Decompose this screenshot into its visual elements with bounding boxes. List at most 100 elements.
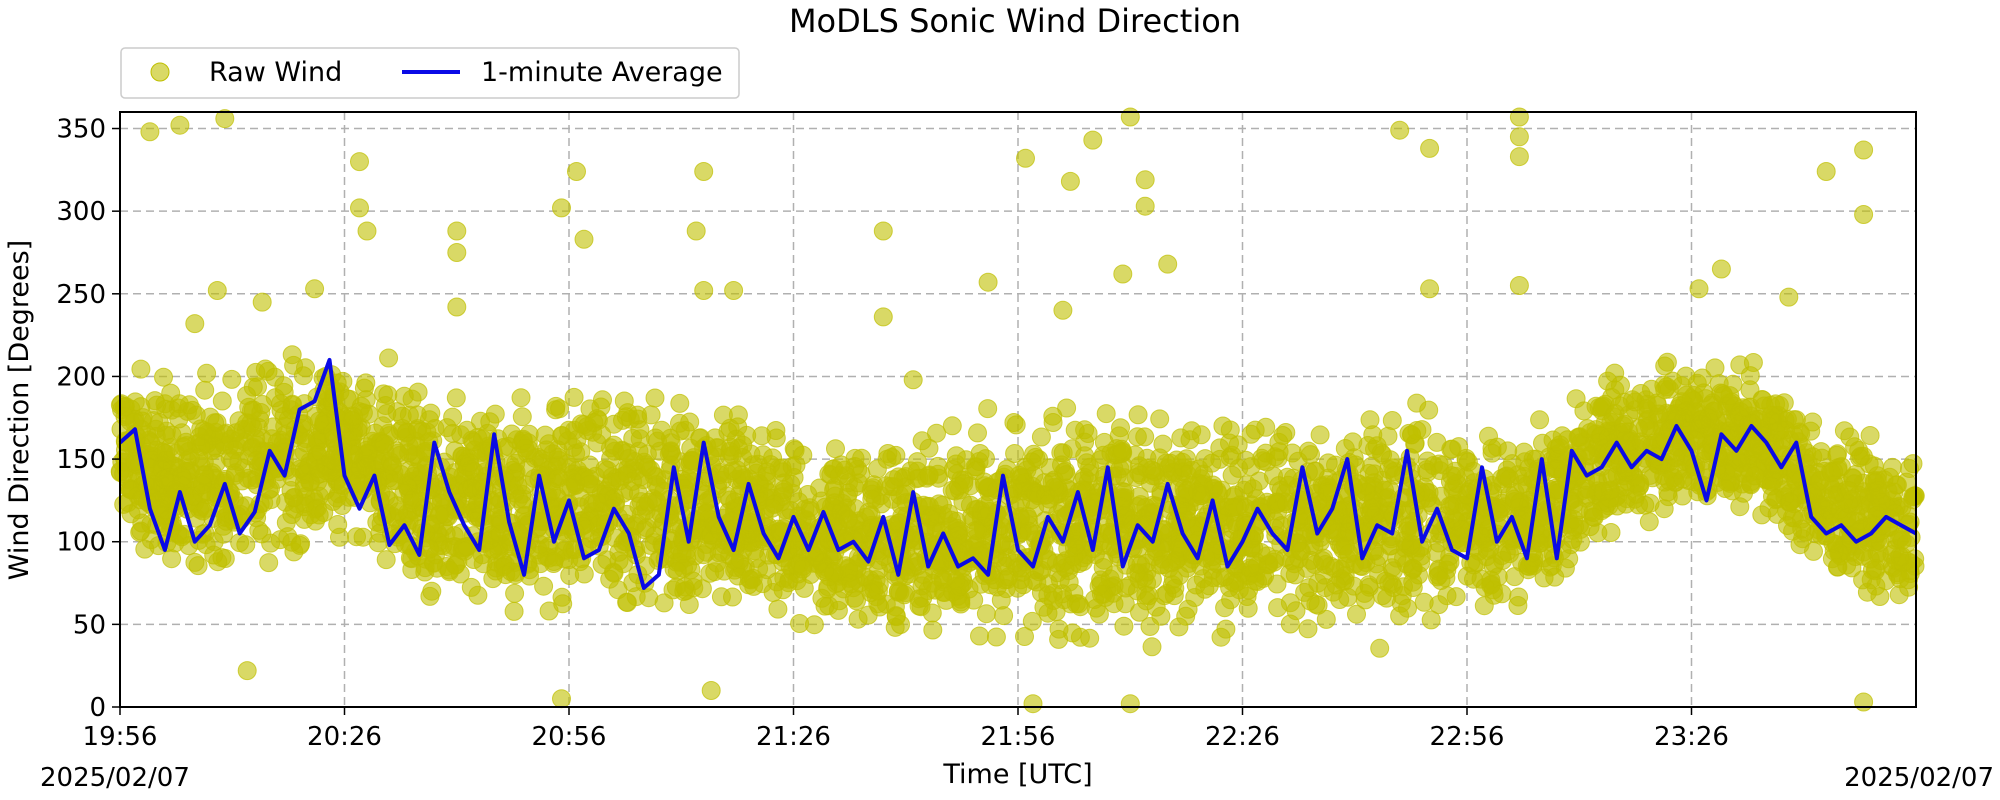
raw-wind-point — [1870, 587, 1890, 606]
raw-wind-point — [1441, 439, 1461, 459]
raw-wind-point — [1066, 535, 1086, 555]
legend-raw-wind-marker — [150, 62, 170, 82]
raw-wind-point — [808, 543, 828, 563]
raw-wind-point — [271, 394, 291, 414]
raw-wind-point — [155, 469, 174, 489]
raw-wind-point — [600, 569, 620, 589]
raw-wind-point — [752, 426, 772, 446]
raw-wind-point — [1766, 422, 1786, 442]
raw-wind-point — [1096, 404, 1116, 424]
raw-wind-point — [1860, 549, 1880, 569]
raw-wind-point — [1563, 529, 1583, 549]
raw-wind-point — [942, 480, 962, 500]
raw-wind-point — [889, 467, 908, 487]
raw-wind-point — [1141, 533, 1161, 553]
raw-wind-point — [154, 367, 173, 387]
raw-wind-outlier-point — [215, 109, 235, 129]
raw-wind-point — [680, 412, 700, 432]
raw-wind-point — [919, 438, 939, 458]
raw-wind-point — [284, 488, 304, 507]
raw-wind-point — [337, 389, 357, 409]
raw-wind-point — [1006, 415, 1026, 435]
raw-wind-point — [747, 548, 767, 568]
raw-wind-point — [1203, 547, 1223, 567]
raw-wind-outlier-point — [185, 314, 205, 334]
raw-wind-outlier-point — [552, 198, 571, 218]
raw-wind-point — [330, 527, 349, 547]
raw-wind-point — [718, 422, 738, 442]
raw-wind-point — [379, 348, 399, 368]
raw-wind-point — [496, 565, 516, 585]
raw-wind-point — [481, 525, 501, 545]
raw-wind-point — [230, 533, 250, 553]
raw-wind-point — [149, 413, 169, 432]
raw-wind-point — [553, 594, 573, 614]
raw-wind-point — [977, 478, 997, 497]
raw-wind-point — [1370, 638, 1390, 658]
raw-wind-point — [182, 400, 202, 420]
x-tick-label: 22:26 — [1205, 722, 1280, 752]
start-date-label: 2025/02/07 — [40, 763, 190, 793]
y-tick-label: 50 — [73, 610, 106, 640]
raw-wind-point — [408, 419, 428, 439]
raw-wind-outlier-point — [574, 229, 594, 249]
raw-wind-point — [1180, 430, 1200, 450]
raw-wind-point — [933, 495, 952, 515]
raw-wind-point — [1720, 386, 1740, 406]
raw-wind-outlier-point — [447, 243, 467, 262]
raw-wind-point — [617, 592, 637, 612]
raw-wind-point — [1715, 479, 1735, 498]
raw-wind-point — [1057, 398, 1077, 418]
raw-wind-point — [942, 416, 962, 436]
raw-wind-point — [1821, 463, 1841, 483]
raw-wind-point — [1509, 587, 1529, 607]
raw-wind-point — [248, 377, 267, 397]
raw-wind-point — [1325, 558, 1345, 578]
raw-wind-point — [1475, 577, 1495, 597]
raw-wind-point — [847, 591, 866, 611]
raw-wind-point — [135, 539, 155, 559]
raw-wind-point — [347, 527, 366, 547]
raw-wind-outlier-point — [1113, 264, 1133, 284]
raw-wind-point — [1136, 514, 1156, 534]
raw-wind-point — [1043, 413, 1063, 432]
raw-wind-point — [986, 627, 1006, 647]
raw-wind-outlier-point — [1120, 694, 1140, 714]
average-line-group — [118, 357, 1917, 590]
raw-wind-outlier-point — [447, 221, 467, 241]
raw-wind-point — [1903, 490, 1923, 510]
raw-wind-outlier-point — [1509, 127, 1529, 147]
raw-wind-point — [584, 413, 604, 432]
raw-wind-point — [950, 577, 970, 597]
raw-wind-outlier-point — [1083, 130, 1103, 150]
raw-wind-point — [390, 445, 410, 465]
raw-wind-point — [1839, 494, 1859, 514]
raw-wind-point — [206, 453, 226, 473]
raw-wind-point — [389, 502, 408, 522]
raw-wind-outlier-point — [305, 279, 325, 299]
raw-wind-point — [1285, 565, 1305, 585]
raw-wind-point — [435, 504, 455, 524]
raw-wind-point — [1505, 567, 1525, 587]
raw-wind-outlier-point — [1509, 276, 1529, 295]
raw-wind-point — [1049, 629, 1069, 649]
end-date-label: 2025/02/07 — [1844, 763, 1994, 793]
raw-wind-point — [815, 596, 835, 616]
raw-wind-point — [373, 434, 393, 454]
raw-wind-point — [253, 395, 273, 414]
y-tick-label: 250 — [56, 280, 106, 310]
raw-wind-point — [641, 405, 661, 425]
raw-wind-point — [1286, 601, 1306, 621]
y-tick-label: 100 — [56, 528, 106, 558]
raw-wind-outlier-point — [873, 307, 893, 327]
raw-wind-point — [1216, 619, 1236, 639]
raw-wind-point — [356, 373, 376, 393]
raw-wind-point — [761, 455, 781, 475]
raw-wind-point — [1899, 577, 1919, 597]
raw-wind-point — [1136, 591, 1156, 611]
raw-wind-point — [1749, 409, 1769, 429]
raw-wind-point — [1514, 442, 1534, 462]
raw-wind-point — [1343, 432, 1363, 452]
raw-wind-point — [1176, 606, 1196, 626]
x-tick-label: 19:56 — [83, 722, 158, 752]
